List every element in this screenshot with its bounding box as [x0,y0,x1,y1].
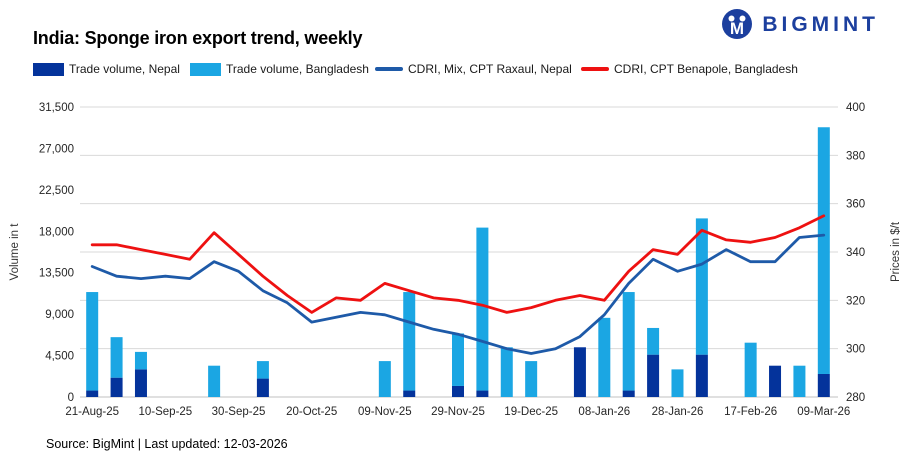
right-axis-tick-label: 300 [846,344,865,356]
legend-label: Trade volume, Bangladesh [226,62,369,76]
bigmint-logo-icon: M [722,9,753,39]
left-axis-tick-label: 4,500 [45,351,74,363]
bar-trade-volume-nepal [110,377,123,397]
bar-trade-volume-bangladesh [525,361,538,397]
x-axis-tick-label: 17-Feb-26 [724,406,777,418]
bar-trade-volume-nepal [134,369,147,397]
x-axis-tick-label: 09-Mar-26 [797,406,850,418]
price-line-nepal [90,233,826,355]
x-axis-tick-label: 09-Nov-25 [358,406,412,418]
x-axis-tick-label: 19-Dec-25 [504,406,558,418]
x-axis-tick-label: 21-Aug-25 [65,406,119,418]
bar-trade-volume-nepal [573,347,586,397]
bangladesh-bar-swatch [190,62,221,76]
bar-trade-volume-bangladesh [671,369,684,397]
left-axis-tick-label: 13,500 [39,268,74,280]
bar-trade-volume-bangladesh [256,361,269,379]
bar-trade-volume-bangladesh [110,337,123,378]
price-line-bangladesh [90,214,826,314]
legend-item-trade-volume-nepal: Trade volume, Nepal [33,61,180,77]
bar-trade-volume-nepal [476,390,489,397]
svg-text:M: M [730,19,744,38]
x-axis-tick-label: 10-Sep-25 [138,406,192,418]
bar-trade-volume-bangladesh [476,227,489,391]
legend-item-trade-volume-bangladesh: Trade volume, Bangladesh [190,61,369,77]
bar-trade-volume-bangladesh [817,127,830,374]
bar-trade-volume-bangladesh [378,361,391,397]
left-axis-tick-label: 18,000 [39,226,74,238]
bar-trade-volume-nepal [647,354,660,397]
bar-trade-volume-bangladesh [744,342,757,397]
right-axis-tick-label: 400 [846,102,865,114]
bar-trade-volume-bangladesh [500,347,513,397]
legend-label: CDRI, CPT Benapole, Bangladesh [614,62,798,76]
x-axis-tick-label: 29-Nov-25 [431,406,485,418]
left-axis-tick-label: 0 [68,392,74,404]
chart-canvas: 0 4,500 9,000 13,500 18,000 22,500 27,000 31,50… [9,102,902,418]
x-axis-tick-label: 28-Jan-26 [652,406,704,418]
bar-trade-volume-nepal [256,378,269,397]
right-axis-title: Prices in $/t [890,221,902,282]
bar-trade-volume-bangladesh [403,292,416,391]
bigmint-logo-text: BIGMINT [762,13,879,36]
left-axis-tick-label: 31,500 [39,102,74,114]
x-axis-tick-label: 20-Oct-25 [286,406,337,418]
bar-trade-volume-bangladesh [793,365,806,397]
bar-trade-volume-bangladesh [208,365,221,397]
right-axis-tick-label: 320 [846,295,865,307]
legend-item-cdri-raxaul-nepal: CDRI, Mix, CPT Raxaul, Nepal [375,61,572,77]
bar-trade-volume-bangladesh [622,292,635,391]
bar-trade-volume-nepal [695,354,708,397]
bar-trade-volume-bangladesh [695,218,708,355]
nepal-line-swatch [375,67,403,71]
left-axis-tick-label: 22,500 [39,185,74,197]
bangladesh-line-swatch [581,67,609,71]
legend-item-cdri-benapole-bangladesh: CDRI, CPT Benapole, Bangladesh [581,61,798,77]
bar-trade-volume-nepal [403,390,416,397]
source-note: Source: BigMint | Last updated: 12-03-20… [46,437,288,451]
right-axis-tick-label: 280 [846,392,865,404]
right-axis-tick-label: 340 [846,247,865,259]
legend-label: CDRI, Mix, CPT Raxaul, Nepal [408,62,572,76]
nepal-bar-swatch [33,62,64,76]
bar-trade-volume-nepal [86,390,99,397]
chart-area: 0 4,500 9,000 13,500 18,000 22,500 27,000 31,50… [0,85,915,465]
bigmint-logo: M BIGMINT [720,8,879,42]
left-axis-tick-label: 9,000 [45,309,74,321]
bar-trade-volume-bangladesh [86,292,99,391]
bar-trade-volume-nepal [622,390,635,397]
bar-trade-volume-nepal [452,385,464,397]
legend-label: Trade volume, Nepal [69,62,180,76]
right-axis-tick-label: 360 [846,199,865,211]
page-title: India: Sponge iron export trend, weekly [33,28,363,48]
bar-trade-volume-nepal [769,365,782,397]
bar-trade-volume-nepal [817,373,830,397]
bar-trade-volume-bangladesh [134,351,147,370]
bar-trade-volume-bangladesh [647,327,660,355]
left-axis-tick-label: 27,000 [39,143,74,155]
x-axis-tick-label: 08-Jan-26 [578,406,630,418]
chart-legend: Trade volume, Nepal Trade volume, Bangla… [0,61,915,79]
left-axis-title: Volume in t [9,223,21,281]
bar-trade-volume-bangladesh [452,333,464,386]
right-axis-tick-label: 380 [846,150,865,162]
bar-trade-volume-bangladesh [598,317,611,397]
x-axis-tick-label: 30-Sep-25 [212,406,266,418]
